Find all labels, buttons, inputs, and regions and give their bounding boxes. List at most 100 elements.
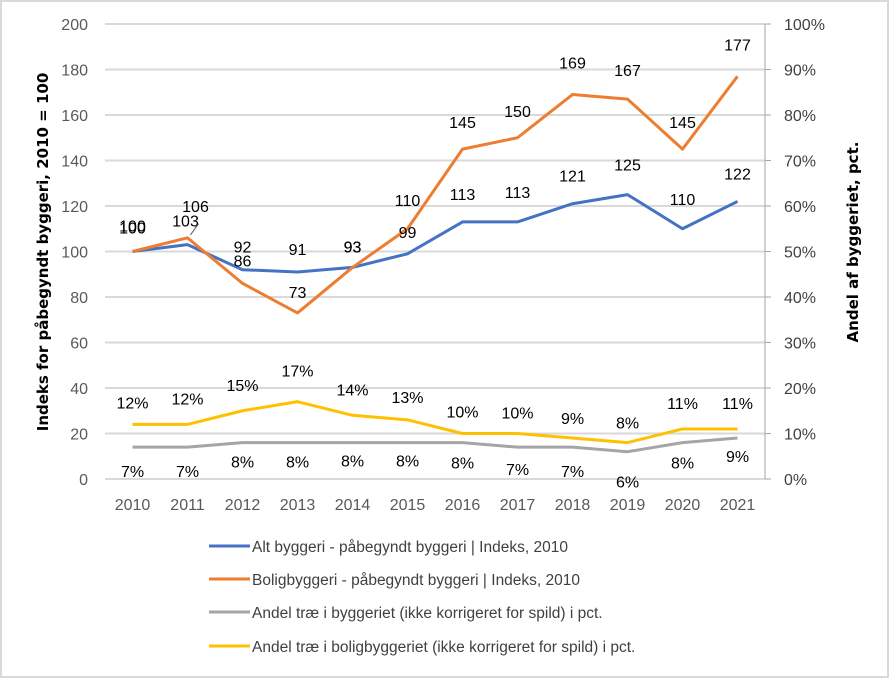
left-tick-label: 40 bbox=[70, 381, 88, 398]
legend-label: Boligbyggeri - påbegyndt byggeri | Indek… bbox=[252, 572, 580, 589]
legend-label: Andel træ i byggeriet (ikke korrigeret f… bbox=[252, 605, 603, 622]
left-tick-label: 180 bbox=[61, 63, 88, 80]
right-tick-label: 0% bbox=[784, 472, 807, 489]
data-label: 12% bbox=[171, 391, 203, 408]
data-label: 110 bbox=[395, 193, 421, 210]
data-label: 122 bbox=[724, 166, 751, 183]
left-tick-label: 80 bbox=[70, 290, 88, 307]
right-tick-label: 50% bbox=[784, 245, 816, 262]
data-label: 14% bbox=[336, 382, 368, 399]
x-tick-label: 2011 bbox=[170, 497, 205, 514]
data-label: 11% bbox=[722, 396, 753, 413]
data-label: 9% bbox=[726, 449, 749, 466]
left-tick-label: 60 bbox=[70, 336, 88, 353]
left-tick-label: 140 bbox=[61, 154, 88, 171]
data-label: 93 bbox=[344, 239, 362, 256]
data-label: 86 bbox=[234, 253, 252, 270]
data-label: 10% bbox=[501, 406, 533, 423]
data-label: 6% bbox=[616, 475, 639, 492]
data-label: 169 bbox=[559, 56, 586, 73]
series-line-1 bbox=[132, 193, 739, 274]
left-axis-ticks: 0 20 40 60 80 100 120 140 160 180 200 bbox=[61, 17, 88, 489]
data-label: 99 bbox=[399, 225, 417, 242]
legend-label: Andel træ i boligbyggeriet (ikke korrige… bbox=[252, 639, 635, 656]
data-label: 145 bbox=[669, 115, 696, 132]
left-tick-label: 120 bbox=[61, 199, 88, 216]
x-tick-label: 2020 bbox=[665, 497, 701, 514]
data-label: 106 bbox=[182, 199, 209, 216]
data-label: 17% bbox=[281, 364, 313, 381]
series-line-3 bbox=[132, 436, 738, 454]
right-axis-ticks: 0% 10% 20% 30% 40% 50% 60% 70% 80% 90% 100% bbox=[765, 17, 825, 489]
data-label: 8% bbox=[396, 454, 419, 471]
x-tick-label: 2013 bbox=[280, 497, 316, 514]
leader-line bbox=[190, 223, 199, 236]
data-label: 113 bbox=[505, 185, 531, 202]
data-label: 8% bbox=[341, 454, 364, 471]
left-tick-label: 100 bbox=[61, 245, 88, 262]
data-label: 11% bbox=[667, 396, 698, 413]
left-tick-label: 20 bbox=[70, 427, 88, 444]
data-label: 150 bbox=[504, 104, 531, 121]
left-tick-label: 0 bbox=[79, 472, 88, 489]
x-tick-label: 2018 bbox=[555, 497, 591, 514]
x-axis-ticks: 2010 2011 2012 2013 2014 2015 2016 2017 2018 2019… bbox=[115, 497, 756, 514]
x-tick-label: 2016 bbox=[445, 497, 481, 514]
series-line-2 bbox=[132, 75, 739, 315]
legend-item: Boligbyggeri - påbegyndt byggeri | Indek… bbox=[209, 572, 580, 589]
data-label: 73 bbox=[289, 285, 307, 302]
x-tick-label: 2010 bbox=[115, 497, 151, 514]
data-label: 113 bbox=[450, 187, 476, 204]
data-label: 145 bbox=[449, 115, 476, 132]
left-tick-label: 160 bbox=[61, 108, 88, 125]
data-label: 8% bbox=[616, 416, 639, 433]
data-label: 100 bbox=[119, 221, 146, 238]
series-line-4 bbox=[132, 400, 738, 445]
x-tick-label: 2017 bbox=[500, 497, 536, 514]
data-label: 15% bbox=[226, 378, 258, 395]
data-label: 125 bbox=[614, 158, 641, 175]
data-label: 110 bbox=[670, 192, 696, 209]
data-label: 12% bbox=[116, 395, 148, 412]
gridlines bbox=[105, 23, 765, 480]
data-label: 7% bbox=[561, 464, 584, 481]
right-tick-label: 30% bbox=[784, 336, 816, 353]
data-label: 92 bbox=[234, 240, 252, 257]
x-tick-label: 2012 bbox=[225, 497, 261, 514]
right-tick-label: 40% bbox=[784, 290, 816, 307]
legend-label: Alt byggeri - påbegyndt byggeri | Indeks… bbox=[252, 539, 568, 556]
legend-item: Alt byggeri - påbegyndt byggeri | Indeks… bbox=[209, 539, 568, 556]
data-label: 93 bbox=[344, 239, 362, 256]
series-lines bbox=[132, 75, 739, 454]
right-tick-label: 80% bbox=[784, 108, 816, 125]
data-label: 7% bbox=[506, 462, 529, 479]
data-label: 7% bbox=[121, 464, 144, 481]
data-label: 121 bbox=[559, 169, 586, 186]
left-axis-title: Indeks for påbegyndt byggeri, 2010 = 100 bbox=[34, 73, 52, 432]
data-label: 177 bbox=[724, 37, 751, 54]
legend-item: Andel træ i boligbyggeriet (ikke korrige… bbox=[209, 639, 635, 656]
data-label: 100 bbox=[119, 219, 146, 236]
right-tick-label: 90% bbox=[784, 63, 816, 80]
right-tick-label: 60% bbox=[784, 199, 816, 216]
data-label: 103 bbox=[172, 214, 199, 231]
data-label: 8% bbox=[286, 455, 309, 472]
x-tick-label: 2019 bbox=[610, 497, 646, 514]
right-tick-label: 20% bbox=[784, 381, 816, 398]
x-tick-label: 2015 bbox=[390, 497, 426, 514]
legend-item: Andel træ i byggeriet (ikke korrigeret f… bbox=[209, 605, 603, 622]
x-tick-label: 2014 bbox=[335, 497, 371, 514]
data-label: 13% bbox=[391, 390, 423, 407]
x-tick-label: 2021 bbox=[720, 497, 756, 514]
data-label: 9% bbox=[561, 411, 584, 428]
data-label: 8% bbox=[451, 456, 474, 473]
data-label: 10% bbox=[446, 405, 478, 422]
data-label: 7% bbox=[176, 464, 199, 481]
data-label: 167 bbox=[614, 63, 641, 80]
right-axis-title: Andel af byggeriet, pct. bbox=[844, 142, 862, 343]
data-label: 8% bbox=[231, 455, 254, 472]
right-tick-label: 70% bbox=[784, 154, 816, 171]
